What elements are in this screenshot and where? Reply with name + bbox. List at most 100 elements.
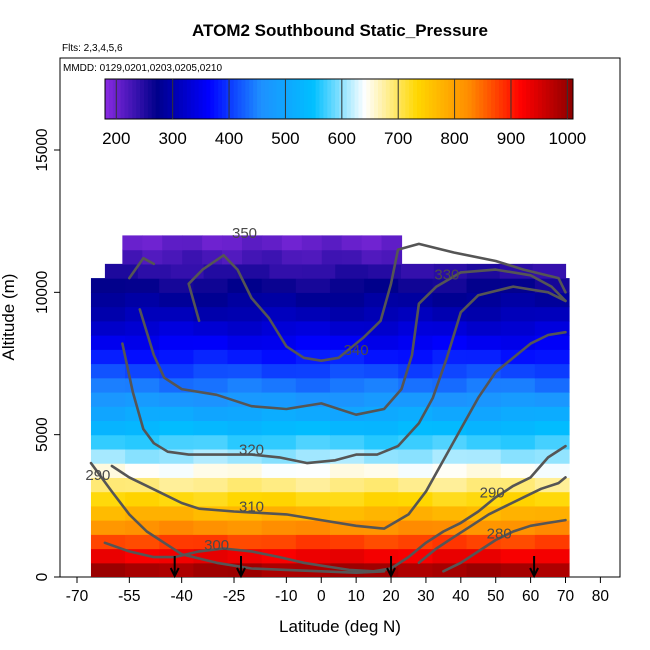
colorbar-cell bbox=[479, 79, 484, 119]
heatmap-cell bbox=[321, 249, 343, 265]
heatmap-cell bbox=[159, 363, 194, 379]
colorbar-cell bbox=[147, 79, 153, 119]
colorbar-cell bbox=[151, 79, 157, 119]
heatmap-cell bbox=[432, 349, 468, 365]
heatmap-cell bbox=[295, 320, 331, 336]
colorbar-cell bbox=[545, 79, 551, 119]
colorbar-cell bbox=[553, 79, 558, 119]
heatmap-cell bbox=[329, 306, 365, 322]
contour-line bbox=[138, 268, 567, 416]
colorbar-cell bbox=[253, 79, 258, 119]
heatmap-cell bbox=[329, 391, 365, 407]
heatmap-cell bbox=[295, 477, 331, 493]
colorbar-cell bbox=[144, 79, 149, 119]
contour-line bbox=[442, 518, 567, 573]
heatmap-cell bbox=[193, 377, 229, 393]
heatmap-cell bbox=[227, 520, 263, 535]
heatmap-cell bbox=[125, 391, 160, 407]
x-tick-label: -25 bbox=[223, 588, 245, 605]
heatmap-cell bbox=[90, 520, 126, 535]
heatmap-cell bbox=[125, 363, 160, 379]
heatmap-cell bbox=[398, 520, 434, 535]
colorbar-cell bbox=[218, 79, 223, 119]
x-tick-label: 60 bbox=[522, 588, 540, 605]
heatmap-cell bbox=[361, 235, 383, 251]
colorbar-cell bbox=[374, 79, 379, 119]
heatmap-cell bbox=[500, 505, 536, 521]
heatmap-cell bbox=[364, 477, 399, 493]
heatmap-cell bbox=[364, 505, 399, 521]
heatmap-cell bbox=[500, 306, 536, 322]
colorbar-cell bbox=[183, 79, 188, 119]
heatmap-cell bbox=[398, 406, 434, 422]
heatmap-cell bbox=[432, 377, 468, 393]
colorbar-cell bbox=[467, 79, 473, 119]
heatmap-cell bbox=[90, 420, 126, 436]
colorbar-cell bbox=[229, 79, 235, 119]
colorbar-cell bbox=[471, 79, 476, 119]
heatmap-cell bbox=[398, 434, 434, 450]
heatmap-cell bbox=[159, 278, 194, 293]
y-axis-label: Altitude (m) bbox=[0, 274, 18, 361]
heatmap-cell bbox=[90, 434, 126, 450]
heatmap-cell bbox=[241, 249, 263, 265]
heatmap-cell bbox=[466, 335, 502, 350]
colorbar-cell bbox=[342, 79, 348, 119]
colorbar-cell bbox=[284, 79, 289, 119]
colorbar-cell bbox=[136, 79, 141, 119]
heatmap-cell bbox=[227, 448, 263, 464]
colorbar-cell bbox=[280, 79, 285, 119]
heatmap-cell bbox=[227, 349, 263, 365]
colorbar-cell bbox=[292, 79, 297, 119]
heatmap-cell bbox=[125, 491, 160, 507]
heatmap-cell bbox=[125, 377, 160, 393]
heatmap-cell bbox=[432, 320, 468, 336]
heatmap-cell bbox=[329, 278, 365, 293]
heatmap-cell bbox=[261, 534, 297, 550]
heatmap-cell bbox=[500, 320, 536, 336]
colorbar-cell bbox=[405, 79, 410, 119]
heatmap-cell bbox=[125, 278, 160, 293]
colorbar-cell bbox=[163, 79, 168, 119]
heatmap-cell bbox=[222, 235, 243, 251]
heatmap-cell bbox=[125, 349, 160, 365]
colorbar-cell bbox=[167, 79, 172, 119]
x-tick-label: 10 bbox=[348, 588, 366, 605]
heatmap-cell bbox=[500, 434, 536, 450]
heatmap-cell bbox=[364, 377, 399, 393]
heatmap-cell bbox=[261, 491, 297, 507]
colorbar-cell bbox=[140, 79, 145, 119]
heatmap-cell bbox=[261, 520, 297, 535]
heatmap-cell bbox=[193, 477, 229, 493]
heatmap-cell bbox=[466, 491, 502, 507]
colorbar-cell bbox=[381, 79, 387, 119]
heatmap-cell bbox=[159, 391, 194, 407]
colorbar-cell bbox=[483, 79, 488, 119]
heatmap-cell bbox=[432, 406, 468, 422]
heatmap-cell bbox=[125, 463, 160, 478]
contour-line bbox=[187, 242, 567, 362]
heatmap-cell bbox=[261, 292, 297, 308]
heatmap-cell bbox=[261, 477, 297, 493]
colorbar-cell bbox=[541, 79, 547, 119]
heatmap-cell bbox=[182, 249, 203, 265]
heatmap-cell bbox=[193, 278, 229, 293]
heatmap-cell bbox=[227, 491, 263, 507]
heatmap-cell bbox=[193, 562, 229, 577]
colorbar-cell bbox=[249, 79, 254, 119]
contour-lines: 290 300 290 280 310 320 340 330 350 bbox=[85, 225, 567, 574]
heatmap-cell bbox=[202, 235, 223, 251]
heatmap-cell bbox=[125, 505, 160, 521]
heatmap-cell bbox=[329, 477, 365, 493]
heatmap-cell bbox=[125, 335, 160, 350]
heatmap-cell bbox=[193, 306, 229, 322]
heatmap-cell bbox=[193, 534, 229, 550]
heatmap-cell bbox=[261, 391, 297, 407]
heatmap-cell bbox=[90, 534, 126, 550]
heatmap-cell bbox=[321, 235, 343, 251]
heatmap-cell bbox=[90, 306, 126, 322]
heatmap-cell bbox=[295, 278, 331, 293]
heatmap-cell bbox=[534, 448, 570, 464]
colorbar-cell bbox=[335, 79, 340, 119]
